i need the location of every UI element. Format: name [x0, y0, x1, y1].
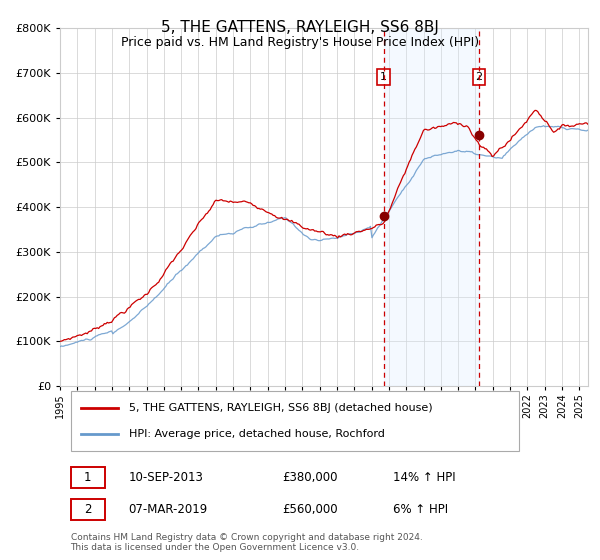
Text: 1: 1 — [380, 72, 387, 82]
Text: £560,000: £560,000 — [282, 503, 337, 516]
Text: 2: 2 — [475, 72, 482, 82]
Text: £380,000: £380,000 — [282, 471, 337, 484]
Bar — [384, 28, 479, 386]
Text: 14% ↑ HPI: 14% ↑ HPI — [392, 471, 455, 484]
Text: Price paid vs. HM Land Registry's House Price Index (HPI): Price paid vs. HM Land Registry's House … — [121, 36, 479, 49]
Text: HPI: Average price, detached house, Rochford: HPI: Average price, detached house, Roch… — [128, 430, 385, 439]
FancyBboxPatch shape — [71, 499, 105, 520]
Text: Contains HM Land Registry data © Crown copyright and database right 2024.
This d: Contains HM Land Registry data © Crown c… — [71, 533, 422, 552]
Text: 1: 1 — [84, 471, 91, 484]
Text: 5, THE GATTENS, RAYLEIGH, SS6 8BJ: 5, THE GATTENS, RAYLEIGH, SS6 8BJ — [161, 20, 439, 35]
Text: 07-MAR-2019: 07-MAR-2019 — [128, 503, 208, 516]
FancyBboxPatch shape — [71, 391, 520, 451]
Text: 6% ↑ HPI: 6% ↑ HPI — [392, 503, 448, 516]
Text: 2: 2 — [84, 503, 91, 516]
FancyBboxPatch shape — [71, 466, 105, 488]
Text: 5, THE GATTENS, RAYLEIGH, SS6 8BJ (detached house): 5, THE GATTENS, RAYLEIGH, SS6 8BJ (detac… — [128, 403, 432, 413]
Text: 10-SEP-2013: 10-SEP-2013 — [128, 471, 203, 484]
